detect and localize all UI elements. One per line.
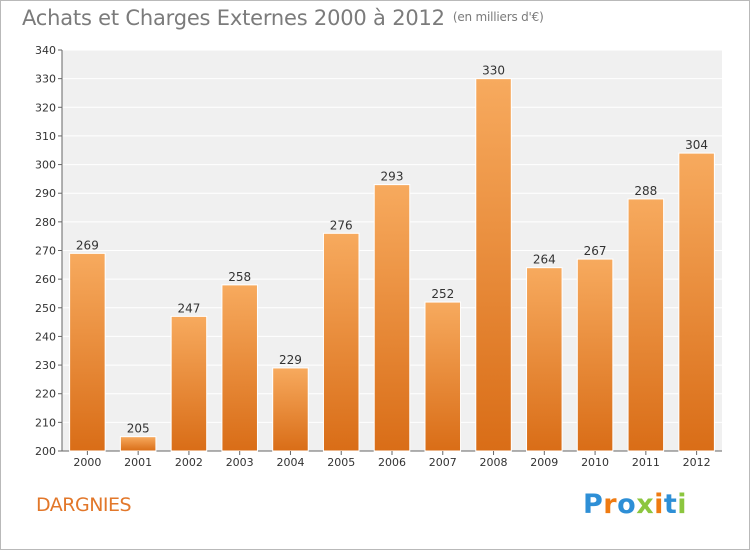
bar-2005 — [322, 232, 360, 452]
x-tick-label-2004: 2004 — [276, 456, 304, 469]
x-tick-label-2012: 2012 — [683, 456, 711, 469]
value-label-2009: 264 — [533, 253, 556, 267]
y-tick-label: 320 — [35, 101, 56, 114]
bar-2003 — [221, 284, 258, 452]
x-tick-label-2010: 2010 — [581, 456, 609, 469]
bar-2008 — [475, 78, 512, 452]
value-label-2011: 288 — [634, 184, 657, 198]
bar-2007 — [424, 301, 462, 452]
y-tick-label: 210 — [35, 416, 56, 429]
value-label-2007: 252 — [431, 287, 454, 301]
bar-2001 — [119, 436, 157, 452]
value-label-2008: 330 — [482, 64, 505, 78]
y-tick-label: 330 — [35, 73, 56, 86]
y-tick-label: 240 — [35, 330, 56, 343]
x-tick-label-2001: 2001 — [124, 456, 152, 469]
logo-letter: i — [677, 489, 688, 520]
logo-letter: t — [663, 489, 678, 520]
x-tick-label-2000: 2000 — [73, 456, 101, 469]
y-tick-label: 220 — [35, 388, 56, 401]
bar-2006 — [373, 184, 411, 452]
logo-letter: o — [617, 489, 637, 520]
logo-letter: r — [603, 489, 618, 520]
commune-name: DARGNIES — [36, 494, 132, 516]
y-tick-label: 310 — [35, 130, 56, 143]
value-label-2012: 304 — [685, 138, 708, 152]
y-tick-label: 340 — [35, 44, 56, 57]
x-tick-label-2002: 2002 — [175, 456, 203, 469]
chart-subtitle: (en milliers d'€) — [452, 10, 544, 24]
y-tick-label: 230 — [35, 359, 56, 372]
bar-2000 — [69, 252, 106, 452]
x-tick-label-2009: 2009 — [530, 456, 558, 469]
y-tick-label: 250 — [35, 302, 56, 315]
value-label-2005: 276 — [330, 218, 353, 232]
chart-title: Achats et Charges Externes 2000 à 2012 (e… — [22, 6, 544, 30]
chart-title-text: Achats et Charges Externes 2000 à 2012 — [22, 6, 445, 30]
y-tick-label: 280 — [35, 216, 56, 229]
value-label-2000: 269 — [76, 238, 99, 252]
x-tick-label-2006: 2006 — [378, 456, 406, 469]
x-tick-label-2011: 2011 — [632, 456, 660, 469]
bar-2012 — [678, 152, 715, 452]
bar-2002 — [170, 315, 208, 452]
x-tick-label-2007: 2007 — [429, 456, 457, 469]
y-tick-label: 300 — [35, 159, 56, 172]
value-label-2001: 205 — [127, 422, 150, 436]
x-tick-label-2003: 2003 — [226, 456, 254, 469]
y-tick-label: 270 — [35, 245, 56, 258]
bar-2009 — [526, 267, 563, 452]
y-tick-label: 260 — [35, 273, 56, 286]
y-tick-label: 200 — [35, 445, 56, 458]
value-label-2003: 258 — [228, 270, 251, 284]
y-tick-label: 290 — [35, 187, 56, 200]
logo-letter: i — [654, 489, 664, 520]
bar-2004 — [272, 367, 309, 452]
logo-letter: x — [636, 489, 655, 520]
x-tick-label-2005: 2005 — [327, 456, 355, 469]
bar-2010 — [576, 258, 614, 452]
bar-2011 — [627, 198, 665, 452]
logo-letter: P — [583, 489, 604, 520]
value-label-2006: 293 — [381, 170, 404, 184]
value-label-2010: 267 — [584, 244, 607, 258]
x-tick-label-2008: 2008 — [480, 456, 508, 469]
proxiti-logo: Proxiti — [583, 489, 687, 520]
value-label-2004: 229 — [279, 353, 302, 367]
value-label-2002: 247 — [177, 301, 200, 315]
